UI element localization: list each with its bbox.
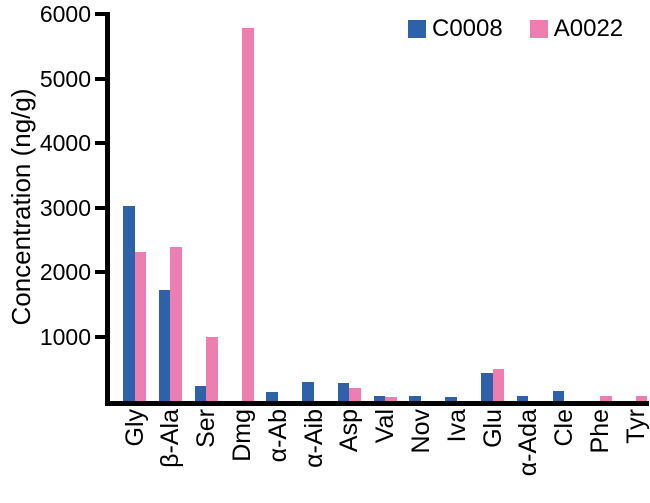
bar-a0022-14 xyxy=(635,396,648,401)
legend-swatch-a0022-icon xyxy=(529,20,548,38)
x-tick-label-14: Phe xyxy=(586,409,614,454)
bar-c0008-9 xyxy=(445,397,457,401)
y-tick-label: 5000 xyxy=(39,65,91,92)
y-tick-mark xyxy=(95,334,105,339)
x-tick-label-13: Cle xyxy=(550,409,579,447)
bar-c0008-8 xyxy=(409,395,421,401)
bar-c0008-0 xyxy=(123,206,135,401)
bar-c0008-4 xyxy=(266,391,278,401)
y-tick-mark xyxy=(95,76,105,81)
bar-a0022-2 xyxy=(206,336,218,401)
x-tick-label-6: α-Aib xyxy=(299,409,328,468)
legend-label-a0022: A0022 xyxy=(553,15,624,42)
bar-c0008-2 xyxy=(194,385,207,401)
y-tick-label: 2000 xyxy=(39,259,91,285)
x-tick-label-9: Nov xyxy=(407,409,435,454)
bar-c0008-1 xyxy=(158,290,171,401)
bar-c0008-11 xyxy=(516,396,529,401)
bar-c0008-10 xyxy=(481,372,493,401)
y-tick-mark xyxy=(95,270,105,274)
x-tick-label-5: α-Ab xyxy=(263,409,292,463)
bar-a0022-10 xyxy=(492,368,505,401)
y-tick-label: 4000 xyxy=(39,130,91,156)
bar-a0022-0 xyxy=(134,252,147,401)
bar-c0008-12 xyxy=(552,391,565,401)
legend-swatch-c0008-icon xyxy=(408,20,426,38)
bar-a0022-1 xyxy=(170,246,182,401)
y-tick-mark xyxy=(95,12,105,16)
x-tick-label-3: Ser xyxy=(192,409,221,448)
x-tick-label-2: β-Ala xyxy=(156,409,185,468)
bar-c0008-6 xyxy=(337,382,350,401)
y-tick-mark xyxy=(95,141,105,145)
x-tick-label-12: α-Ada xyxy=(514,409,543,477)
x-tick-label-7: Asp xyxy=(335,409,364,453)
x-tick-label-1: Gly xyxy=(120,409,149,447)
legend-entry-a0022: A0022 xyxy=(529,15,624,42)
bar-c0008-7 xyxy=(373,396,386,401)
legend-entry-c0008: C0008 xyxy=(408,16,503,42)
y-tick-mark xyxy=(95,205,105,210)
bar-c0008-5 xyxy=(302,382,314,401)
x-tick-label-8: Val xyxy=(371,409,400,444)
x-tick-label-10: Iva xyxy=(442,409,471,443)
legend: C0008 A0022 xyxy=(408,16,623,42)
bar-a0022-6 xyxy=(349,388,361,401)
bar-a0022-7 xyxy=(385,397,397,401)
x-tick-label-15: Tyr xyxy=(621,409,650,444)
bar-a0022-3 xyxy=(242,28,254,401)
legend-label-c0008: C0008 xyxy=(432,15,503,42)
y-tick-label: 6000 xyxy=(39,1,91,27)
x-tick-label-4: Dmg xyxy=(228,409,256,462)
x-axis-line xyxy=(105,401,649,406)
y-tick-label: 3000 xyxy=(39,194,91,221)
bar-a0022-13 xyxy=(600,395,612,401)
y-tick-label: 1000 xyxy=(39,323,91,350)
x-tick-label-11: Glu xyxy=(478,409,507,448)
y-axis-line xyxy=(105,12,110,406)
